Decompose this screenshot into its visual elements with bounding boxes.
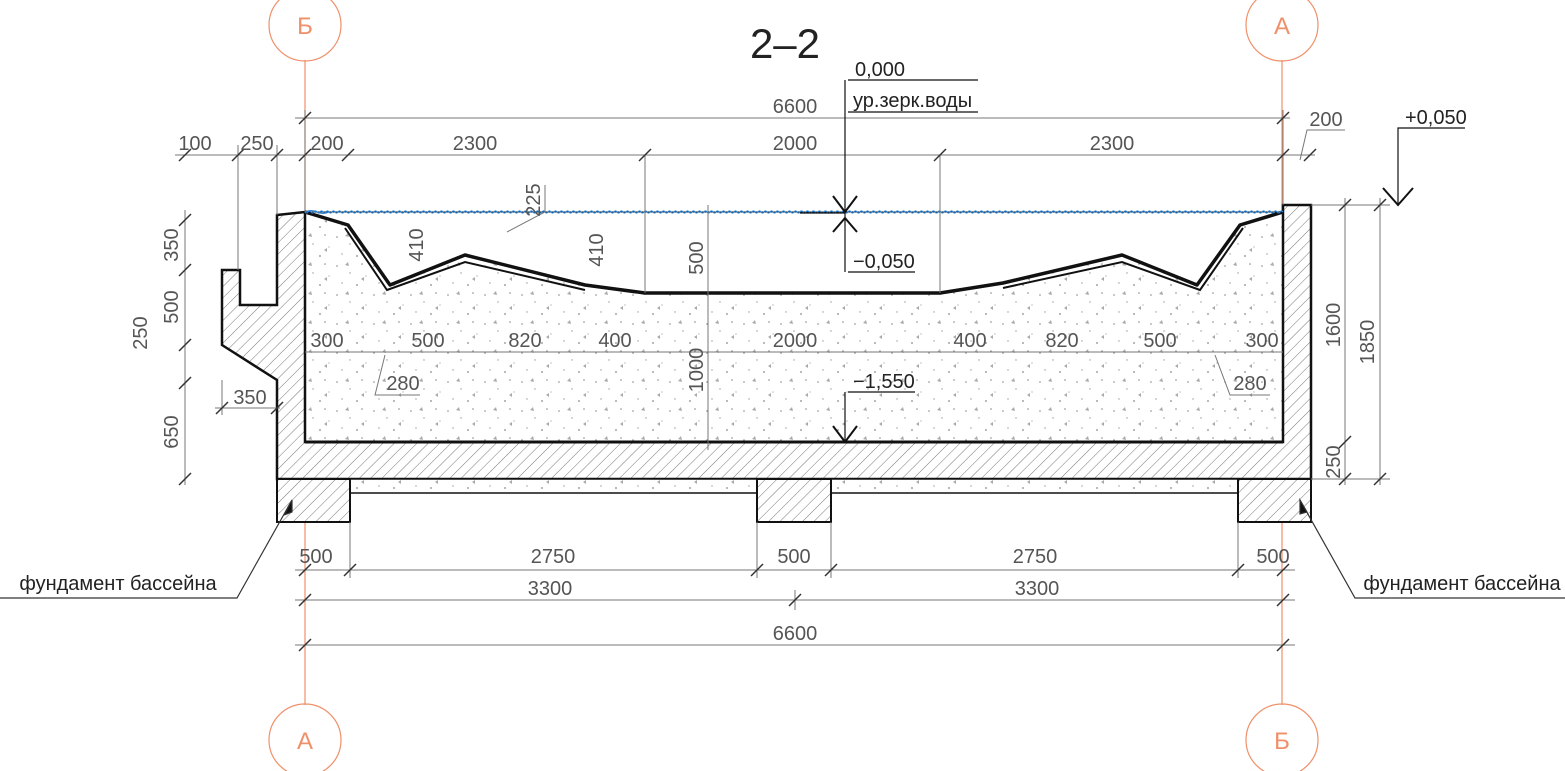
- dim-text: 500: [777, 546, 810, 568]
- tick: [1276, 563, 1290, 577]
- dim-text: 6600: [773, 96, 818, 118]
- tick: [298, 563, 312, 577]
- note: фундамент бассейна: [1363, 573, 1561, 595]
- axis-marker: Б: [297, 13, 313, 40]
- tick: [178, 213, 192, 227]
- level-label: +0,050: [1405, 107, 1467, 129]
- note-leaders: [0, 497, 1565, 599]
- dim-text: 500: [299, 546, 332, 568]
- tick: [298, 638, 312, 652]
- tick: [1276, 148, 1290, 162]
- tick: [1373, 198, 1387, 212]
- tick: [1373, 472, 1387, 486]
- tick: [178, 376, 192, 390]
- dim-text: 400: [598, 330, 631, 352]
- tick: [270, 148, 284, 162]
- tick: [178, 148, 192, 162]
- tick: [341, 148, 355, 162]
- dim-text: 2750: [531, 546, 576, 568]
- dim-text: 280: [1233, 373, 1266, 395]
- dim-text: 350: [161, 228, 183, 261]
- dim-text: 250: [240, 133, 273, 155]
- tick: [1338, 435, 1352, 449]
- tick: [270, 401, 284, 415]
- tick: [298, 111, 312, 125]
- tick: [298, 593, 312, 607]
- dim-text: 820: [508, 330, 541, 352]
- tick: [824, 563, 838, 577]
- tick: [178, 472, 192, 486]
- dim-text: 250: [130, 316, 152, 349]
- tick: [1338, 472, 1352, 486]
- dim-text: 250: [1323, 445, 1345, 478]
- tick: [343, 563, 357, 577]
- tick: [1231, 563, 1245, 577]
- tick: [1276, 638, 1290, 652]
- dim-text: 500: [411, 330, 444, 352]
- dim-text: 2300: [453, 133, 498, 155]
- dim-text: 2000: [773, 330, 818, 352]
- tick: [1276, 111, 1290, 125]
- dim-text: 100: [178, 133, 211, 155]
- axis-marker: А: [1274, 13, 1290, 40]
- section-title: 2–2: [750, 20, 820, 67]
- dim-text: 410: [586, 233, 608, 266]
- tick: [750, 563, 764, 577]
- dim-text: 2750: [1013, 546, 1058, 568]
- dim-text: 300: [1245, 330, 1278, 352]
- dim-text: 1000: [686, 348, 708, 393]
- tick: [231, 148, 245, 162]
- level-label: −1,550: [853, 371, 915, 393]
- tick: [788, 593, 802, 607]
- dim-text: 3300: [528, 578, 573, 600]
- pool-structure: [220, 155, 1313, 523]
- dim-text: 6600: [773, 623, 818, 645]
- dim-text: 400: [953, 330, 986, 352]
- dimension-texts: 6600 100 250 200 2300 2000 2300 200 350 …: [130, 96, 1379, 645]
- dim-text: 225: [523, 183, 545, 216]
- dim-text: 280: [386, 373, 419, 395]
- dim-text: 1850: [1357, 320, 1379, 365]
- tick: [933, 148, 947, 162]
- dim-text: 2300: [1090, 133, 1135, 155]
- dim-text: 500: [1256, 546, 1289, 568]
- level-label: −0,050: [853, 251, 915, 273]
- tick: [638, 148, 652, 162]
- dim-text: 1600: [1323, 303, 1345, 348]
- note: фундамент бассейна: [19, 573, 217, 595]
- dim-text: 2000: [773, 133, 818, 155]
- axis-marker: Б: [1274, 728, 1290, 755]
- tick: [1276, 593, 1290, 607]
- dim-text: 500: [1143, 330, 1176, 352]
- dim-text: 410: [406, 228, 428, 261]
- dim-text: 500: [161, 290, 183, 323]
- tick: [178, 338, 192, 352]
- level-label: ур.зерк.воды: [853, 90, 972, 112]
- dimension-ticks: [178, 111, 1387, 652]
- dim-text: 200: [1309, 109, 1342, 131]
- tick: [1338, 198, 1352, 212]
- dim-text: 820: [1045, 330, 1078, 352]
- level-label: 0,000: [855, 59, 905, 81]
- axes: Б А А Б: [268, 0, 1319, 771]
- dim-text: 500: [686, 241, 708, 274]
- dim-text: 650: [161, 415, 183, 448]
- tick: [215, 401, 229, 415]
- dimension-lines: [175, 110, 1390, 646]
- dim-text: 3300: [1015, 578, 1060, 600]
- tick: [178, 263, 192, 277]
- dim-text: 300: [310, 330, 343, 352]
- tick: [298, 148, 312, 162]
- dim-text: 200: [310, 133, 343, 155]
- tick: [1303, 148, 1317, 162]
- dim-text: 350: [233, 387, 266, 409]
- level-marks: [800, 79, 1465, 444]
- axis-marker: А: [297, 728, 313, 755]
